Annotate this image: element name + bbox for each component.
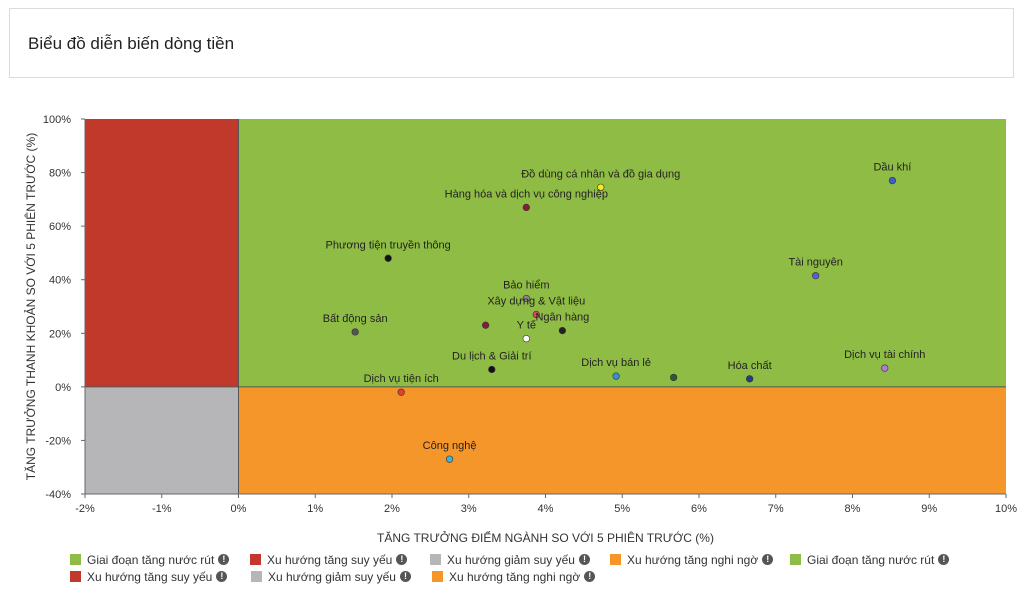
y-tick-label: 40% <box>49 275 71 287</box>
y-tick-label: -40% <box>45 489 71 501</box>
data-label: Dịch vụ tiện ích <box>364 373 439 385</box>
legend-label: Xu hướng tăng nghi ngờ <box>449 569 581 584</box>
data-point <box>881 364 889 372</box>
x-tick-label: 6% <box>691 503 707 515</box>
data-point <box>597 183 605 191</box>
data-label: Y tế <box>517 320 536 332</box>
legend-swatch <box>250 554 261 565</box>
data-label: Tài nguyên <box>788 257 842 269</box>
legend-item[interactable]: Xu hướng tăng nghi ngờ! <box>432 570 613 584</box>
data-point <box>532 310 540 319</box>
data-label: Bất động sản <box>323 313 388 325</box>
chart-card-header: Biểu đồ diễn biến dòng tiền <box>9 8 1014 78</box>
y-tick-label: 80% <box>49 168 71 180</box>
data-point <box>746 375 754 383</box>
data-label: Đồ dùng cá nhân và đồ gia dụng <box>521 168 680 180</box>
quadrant-bottom-right <box>238 386 1006 494</box>
legend-item[interactable]: Xu hướng tăng suy yếu! <box>70 570 251 584</box>
x-tick-label: 9% <box>921 503 937 515</box>
x-tick-label: 8% <box>845 503 861 515</box>
data-label: Công nghệ <box>423 440 477 452</box>
info-icon[interactable]: ! <box>399 571 411 582</box>
y-tick-label: 20% <box>49 328 71 340</box>
data-label: Phương tiện truyền thông <box>326 239 451 251</box>
legend-item[interactable]: Xu hướng tăng nghi ngờ! <box>610 553 790 567</box>
x-tick-label: -2% <box>75 503 95 515</box>
legend-swatch <box>610 554 621 565</box>
legend-swatch <box>432 571 443 582</box>
info-icon[interactable]: ! <box>396 554 408 565</box>
legend-label: Giai đoạn tăng nước rút <box>87 552 215 567</box>
data-point <box>384 254 392 262</box>
x-tick-label: 3% <box>461 503 477 515</box>
data-label: Ngân hàng <box>535 312 589 324</box>
data-label: Dịch vụ tài chính <box>844 349 925 361</box>
legend-row: Giai đoạn tăng nước rút! Xu hướng tăng su… <box>70 551 970 568</box>
info-icon[interactable]: ! <box>218 554 230 565</box>
legend-item[interactable]: Xu hướng giảm suy yếu! <box>430 553 610 567</box>
info-icon[interactable]: ! <box>762 554 774 565</box>
legend-label: Xu hướng tăng nghi ngờ <box>627 552 759 567</box>
x-tick-label: 2% <box>384 503 400 515</box>
data-point <box>558 327 566 335</box>
data-point <box>522 335 530 343</box>
legend-label: Xu hướng giảm suy yếu <box>447 552 575 567</box>
legend-label: Giai đoạn tăng nước rút <box>807 552 935 567</box>
data-point <box>670 373 678 382</box>
x-tick-label: 5% <box>614 503 630 515</box>
info-icon[interactable]: ! <box>584 571 596 582</box>
legend-swatch <box>790 554 801 565</box>
legend-item[interactable]: Giai đoạn tăng nước rút! <box>790 553 970 567</box>
x-tick-label: 0% <box>231 503 247 515</box>
y-tick-label: 100% <box>43 114 71 126</box>
y-axis-title: TĂNG TRƯỞNG THANH KHOẢN SO VỚI 5 PHIÊN T… <box>23 133 38 480</box>
data-point <box>351 328 359 336</box>
y-tick-label: -20% <box>45 435 71 447</box>
x-tick-label: 7% <box>768 503 784 515</box>
y-tick-label: 0% <box>55 382 71 394</box>
info-icon[interactable]: ! <box>578 554 590 565</box>
x-tick-label: -1% <box>152 503 172 515</box>
data-label: Xây dựng & Vật liệu <box>487 296 585 308</box>
data-point <box>445 455 454 463</box>
y-tick-label: 60% <box>49 221 71 233</box>
info-icon[interactable]: ! <box>938 554 950 565</box>
data-label: Dầu khí <box>873 162 911 174</box>
x-tick-label: 1% <box>307 503 323 515</box>
data-label: Dịch vụ bán lẻ <box>581 357 651 369</box>
data-point <box>522 203 530 211</box>
legend-swatch <box>251 571 262 582</box>
data-label: Hàng hóa và dịch vụ công nghiệp <box>445 188 608 200</box>
data-label: Du lịch & Giải trí <box>452 350 531 362</box>
legend-row: Xu hướng tăng suy yếu! Xu hướng giảm suy … <box>70 568 970 585</box>
legend-label: Xu hướng tăng suy yếu <box>267 552 393 567</box>
chart-legend: Giai đoạn tăng nước rút! Xu hướng tăng su… <box>70 551 970 585</box>
data-point <box>397 388 405 396</box>
x-axis-title: TĂNG TRƯỞNG ĐIỂM NGÀNH SO VỚI 5 PHIÊN TR… <box>377 530 714 545</box>
legend-swatch <box>430 554 441 565</box>
data-point <box>522 294 530 303</box>
legend-swatch <box>70 571 81 582</box>
data-label: Bảo hiểm <box>503 279 549 291</box>
legend-swatch <box>70 554 81 565</box>
data-point <box>812 272 820 280</box>
x-tick-label: 10% <box>995 503 1017 515</box>
page-title: Biểu đồ diễn biến dòng tiền <box>28 34 235 53</box>
legend-label: Xu hướng giảm suy yếu <box>268 569 396 584</box>
data-label: Hóa chất <box>728 360 772 372</box>
cash-flow-scatter-chart: -2% -1% 0% 1% 2% 3% 4% 5% 6% 7% 8% 9% 10% -40% -20% 0% 2… <box>23 114 1017 545</box>
data-point <box>888 177 897 185</box>
legend-item[interactable]: Giai đoạn tăng nước rút! <box>70 553 250 567</box>
data-point <box>488 365 496 374</box>
legend-item[interactable]: Xu hướng giảm suy yếu! <box>251 570 432 584</box>
quadrant-bottom-left <box>85 386 239 494</box>
legend-label: Xu hướng tăng suy yếu <box>87 569 213 584</box>
x-tick-label: 4% <box>538 503 554 515</box>
data-point <box>482 321 490 329</box>
quadrant-top-right <box>238 119 1006 387</box>
info-icon[interactable]: ! <box>216 571 228 582</box>
legend-item[interactable]: Xu hướng tăng suy yếu! <box>250 553 430 567</box>
data-point <box>612 372 620 380</box>
quadrant-top-left <box>85 119 239 387</box>
